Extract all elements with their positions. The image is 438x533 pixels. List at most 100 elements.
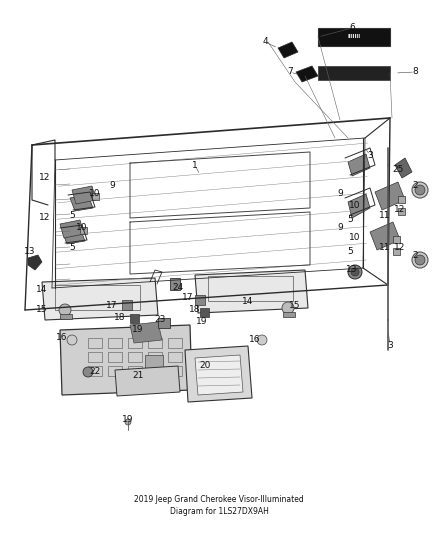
- Bar: [108, 352, 122, 362]
- Bar: [168, 338, 182, 348]
- Circle shape: [67, 335, 77, 345]
- Bar: [283, 312, 295, 317]
- Text: 15: 15: [36, 305, 48, 314]
- Polygon shape: [70, 195, 93, 211]
- Circle shape: [83, 367, 93, 377]
- Circle shape: [415, 185, 425, 195]
- Circle shape: [412, 252, 428, 268]
- Polygon shape: [395, 158, 412, 178]
- Bar: [398, 208, 405, 215]
- Text: 19: 19: [122, 416, 134, 424]
- Bar: [393, 248, 400, 255]
- Text: 9: 9: [109, 182, 115, 190]
- Polygon shape: [130, 322, 162, 343]
- Text: 22: 22: [89, 367, 101, 376]
- Text: 25: 25: [392, 166, 404, 174]
- Bar: [318, 66, 390, 80]
- Text: 10: 10: [76, 223, 88, 232]
- Text: 9: 9: [337, 190, 343, 198]
- Polygon shape: [195, 355, 243, 395]
- Circle shape: [351, 268, 359, 276]
- Text: 7: 7: [287, 68, 293, 77]
- Polygon shape: [278, 42, 298, 58]
- Bar: [128, 338, 142, 348]
- Text: 1: 1: [192, 160, 198, 169]
- Text: IIIIIII: IIIIIII: [347, 35, 360, 39]
- Text: 2: 2: [412, 181, 418, 190]
- Polygon shape: [115, 366, 180, 396]
- Text: 23: 23: [154, 316, 166, 325]
- Circle shape: [348, 265, 362, 279]
- Polygon shape: [348, 194, 370, 218]
- Text: 6: 6: [349, 23, 355, 33]
- Text: 2019 Jeep Grand Cherokee Visor-Illuminated: 2019 Jeep Grand Cherokee Visor-Illuminat…: [134, 496, 304, 505]
- Text: 15: 15: [289, 301, 301, 310]
- Bar: [122, 300, 132, 310]
- Text: 11: 11: [379, 211, 391, 220]
- Text: 10: 10: [89, 189, 101, 198]
- Text: 17: 17: [182, 294, 194, 303]
- Bar: [208, 276, 293, 301]
- Text: 16: 16: [56, 334, 68, 343]
- Bar: [318, 28, 390, 46]
- Polygon shape: [370, 222, 400, 250]
- Circle shape: [415, 255, 425, 265]
- Bar: [55, 285, 140, 310]
- Text: 5: 5: [347, 247, 353, 256]
- Polygon shape: [72, 186, 96, 204]
- Bar: [148, 338, 162, 348]
- Text: Diagram for 1LS27DX9AH: Diagram for 1LS27DX9AH: [170, 507, 268, 516]
- Text: 5: 5: [69, 244, 75, 253]
- Text: 9: 9: [337, 223, 343, 232]
- Bar: [398, 196, 405, 203]
- Polygon shape: [28, 255, 42, 270]
- Text: 17: 17: [106, 302, 118, 311]
- Bar: [108, 366, 122, 376]
- Text: 20: 20: [199, 360, 211, 369]
- Bar: [88, 338, 102, 348]
- Text: 12: 12: [394, 244, 406, 253]
- Text: 5: 5: [69, 211, 75, 220]
- Polygon shape: [296, 66, 318, 82]
- Bar: [80, 227, 87, 234]
- Text: 8: 8: [412, 68, 418, 77]
- Circle shape: [412, 182, 428, 198]
- Bar: [128, 366, 142, 376]
- Text: 12: 12: [39, 174, 51, 182]
- Bar: [92, 193, 99, 200]
- Text: 18: 18: [189, 305, 201, 314]
- Text: 10: 10: [349, 233, 361, 243]
- Text: 12: 12: [39, 214, 51, 222]
- Bar: [148, 366, 162, 376]
- Bar: [200, 308, 209, 317]
- Polygon shape: [42, 278, 158, 320]
- Bar: [88, 352, 102, 362]
- Text: 3: 3: [387, 341, 393, 350]
- Bar: [88, 366, 102, 376]
- Text: 12: 12: [394, 206, 406, 214]
- Text: 4: 4: [262, 37, 268, 46]
- Text: 13: 13: [24, 247, 36, 256]
- Text: 21: 21: [132, 370, 144, 379]
- Text: 11: 11: [379, 244, 391, 253]
- Text: 10: 10: [349, 200, 361, 209]
- Circle shape: [59, 304, 71, 316]
- Text: 18: 18: [114, 313, 126, 322]
- Text: 13: 13: [346, 265, 358, 274]
- Bar: [108, 338, 122, 348]
- Circle shape: [125, 419, 131, 425]
- Text: 2: 2: [412, 251, 418, 260]
- Bar: [168, 366, 182, 376]
- Bar: [148, 352, 162, 362]
- Polygon shape: [62, 228, 85, 244]
- Polygon shape: [60, 220, 84, 238]
- Text: 16: 16: [249, 335, 261, 344]
- Polygon shape: [348, 154, 370, 176]
- Bar: [130, 314, 139, 323]
- Circle shape: [257, 335, 267, 345]
- Text: 14: 14: [242, 297, 254, 306]
- Text: 5: 5: [347, 215, 353, 224]
- Text: 24: 24: [173, 284, 184, 293]
- Text: 3: 3: [367, 150, 373, 159]
- Polygon shape: [185, 346, 252, 402]
